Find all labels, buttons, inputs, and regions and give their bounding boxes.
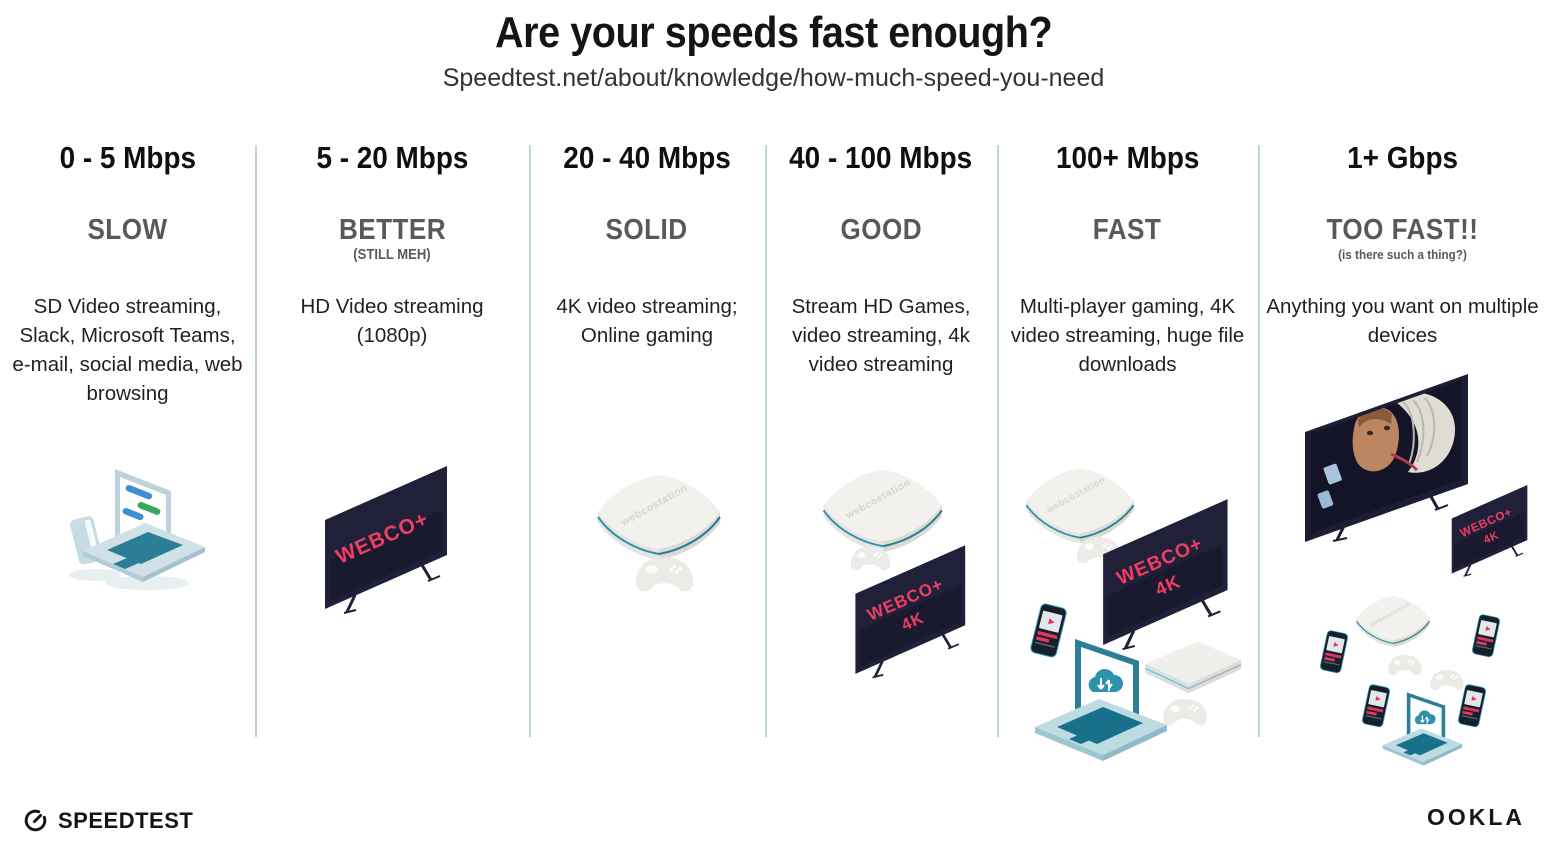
column-description: Anything you want on multiple devices — [1266, 295, 1539, 347]
smartphone-video-icon — [1319, 629, 1349, 674]
column-divider — [529, 145, 531, 737]
rating-label: SOLID — [605, 214, 689, 246]
smartphone-video-icon — [1029, 602, 1068, 659]
speed-column-1-plus-gbps: 1+ Gbps TOO FAST!! (is there such a thin… — [1258, 130, 1547, 800]
everything-illustration: WEBCO+ 4K webcostation — [1305, 374, 1529, 767]
game-controller-icon — [1430, 670, 1464, 691]
column-description: 4K video streaming; Online gaming — [556, 295, 738, 347]
tv-4k-icon: WEBCO+ 4K — [854, 543, 967, 679]
rating-note: (STILL MEH) — [353, 247, 431, 263]
speed-range: 5 - 20 Mbps — [316, 140, 468, 175]
game-console-icon: webcostation — [1355, 595, 1431, 648]
game-controller-icon — [1388, 655, 1422, 676]
speed-column-5-20-mbps: 5 - 20 Mbps BETTER (STILL MEH) HD Video … — [255, 130, 529, 800]
laptop-chat-icon — [83, 469, 205, 582]
rating-label: FAST — [1093, 214, 1162, 246]
game-console-icon: webcostation — [1025, 467, 1135, 544]
speed-range: 20 - 40 Mbps — [563, 140, 731, 175]
speed-range: 1+ Gbps — [1347, 140, 1458, 175]
smartphone-video-icon — [1471, 613, 1501, 658]
page-title: Are your speeds fast enough? — [0, 8, 1547, 58]
smartphone-video-icon — [1457, 683, 1487, 728]
speed-column-20-40-mbps: 20 - 40 Mbps SOLID 4K video streaming; O… — [529, 130, 765, 800]
rating-label: BETTER — [338, 214, 446, 246]
slim-console-icon — [1144, 640, 1242, 694]
tv-4k-icon: WEBCO+ 4K — [1450, 484, 1529, 578]
speed-range: 40 - 100 Mbps — [789, 140, 973, 175]
shadow — [69, 569, 121, 581]
column-divider — [1258, 145, 1260, 737]
column-description: SD Video streaming, Slack, Microsoft Tea… — [12, 295, 243, 405]
column-divider — [997, 145, 999, 737]
shadow — [105, 576, 189, 590]
rating-label: GOOD — [840, 214, 922, 246]
game-controller-icon — [635, 557, 694, 592]
column-divider — [255, 145, 257, 737]
cloud-laptop-icon — [1382, 691, 1463, 767]
column-divider — [765, 145, 767, 737]
tv-icon: WEBCO+ — [323, 464, 449, 615]
console-and-4k-tv-illustration: webcostation WEBCO+ 4K — [822, 468, 967, 679]
smartphone-video-icon — [1361, 683, 1391, 728]
page-subtitle-url: Speedtest.net/about/knowledge/how-much-s… — [442, 64, 1105, 92]
hd-tv-illustration: WEBCO+ — [323, 464, 449, 615]
cloud-laptop-icon — [1034, 638, 1168, 762]
speedtest-gauge-icon — [24, 809, 47, 832]
game-console-icon: webcostation — [597, 474, 721, 561]
rating-label: SLOW — [87, 214, 168, 246]
speed-column-0-5-mbps: 0 - 5 Mbps SLOW SD Video streaming, Slac… — [0, 130, 255, 800]
column-description: HD Video streaming (1080p) — [300, 295, 484, 347]
multi-device-illustration: webcostation WEBCO+ 4K — [1025, 467, 1242, 762]
speed-column-40-100-mbps: 40 - 100 Mbps GOOD Stream HD Games, vide… — [765, 130, 997, 800]
page-title-text: Are your speeds fast enough? — [494, 8, 1053, 57]
ookla-logo: OOKLA — [1426, 804, 1525, 830]
speed-column-100-plus-mbps: 100+ Mbps FAST Multi-player gaming, 4K v… — [997, 130, 1258, 800]
speedtest-logo: SPEEDTEST — [22, 807, 193, 834]
speed-range: 100+ Mbps — [1055, 140, 1200, 175]
speed-range: 0 - 5 Mbps — [59, 140, 196, 175]
game-console-icon: webcostation — [822, 468, 943, 553]
laptop-phone-illustration — [69, 469, 205, 590]
column-description: Multi-player gaming, 4K video streaming,… — [1010, 295, 1245, 376]
rating-label: TOO FAST!! — [1326, 214, 1479, 246]
game-console-illustration: webcostation — [597, 474, 721, 592]
tv-resolution-label: 4K — [1482, 529, 1501, 546]
movie-tv-icon — [1305, 374, 1468, 542]
column-description: Stream HD Games, video streaming, 4k vid… — [791, 295, 971, 376]
speedtest-wordmark: SPEEDTEST — [58, 807, 194, 833]
rating-note: (is there such a thing?) — [1338, 247, 1467, 262]
game-controller-icon — [1163, 699, 1207, 726]
